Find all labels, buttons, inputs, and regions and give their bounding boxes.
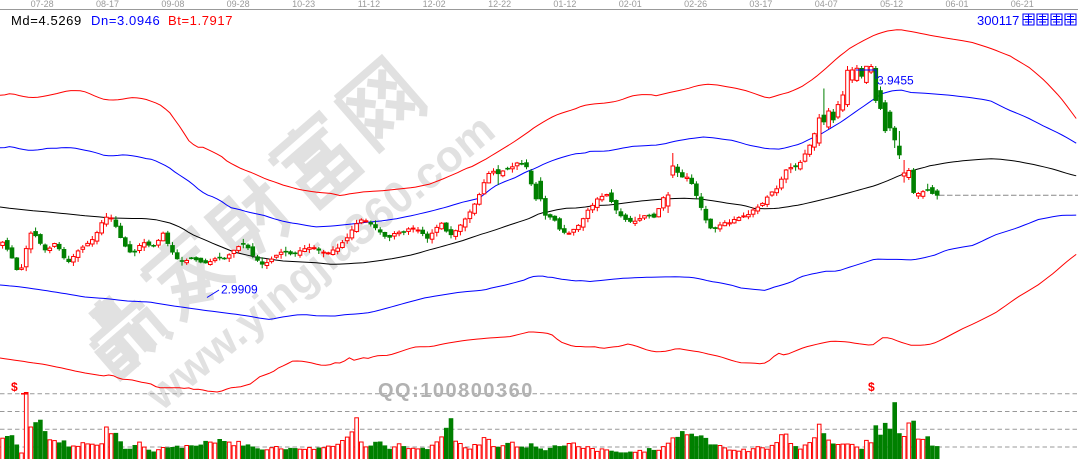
svg-text:02-26: 02-26 [684,0,707,9]
svg-text:Dn=3.0946: Dn=3.0946 [91,13,160,28]
svg-text:2.9909: 2.9909 [221,283,258,297]
svg-text:03-17: 03-17 [749,0,772,9]
svg-text:08-17: 08-17 [96,0,119,9]
svg-text:$: $ [868,380,875,394]
svg-text:Md=4.5269: Md=4.5269 [11,13,82,28]
svg-text:06-21: 06-21 [1011,0,1034,9]
svg-text:10-23: 10-23 [292,0,315,9]
svg-text:06-01: 06-01 [945,0,968,9]
svg-text:01-12: 01-12 [553,0,576,9]
svg-text:12-02: 12-02 [423,0,446,9]
svg-text:300117: 300117 [977,13,1019,28]
svg-text:$: $ [11,380,18,394]
svg-text:QQ:100800360: QQ:100800360 [378,380,534,402]
svg-text:05-12: 05-12 [880,0,903,9]
svg-text:02-01: 02-01 [619,0,642,9]
svg-text:11-12: 11-12 [358,0,380,9]
svg-text:3.9455: 3.9455 [877,74,914,88]
svg-text:12-22: 12-22 [488,0,511,9]
svg-text:09-08: 09-08 [161,0,184,9]
svg-text:09-28: 09-28 [227,0,250,9]
svg-text:Bt=1.7917: Bt=1.7917 [168,13,233,28]
svg-text:04-07: 04-07 [815,0,838,9]
svg-text:07-28: 07-28 [31,0,54,9]
